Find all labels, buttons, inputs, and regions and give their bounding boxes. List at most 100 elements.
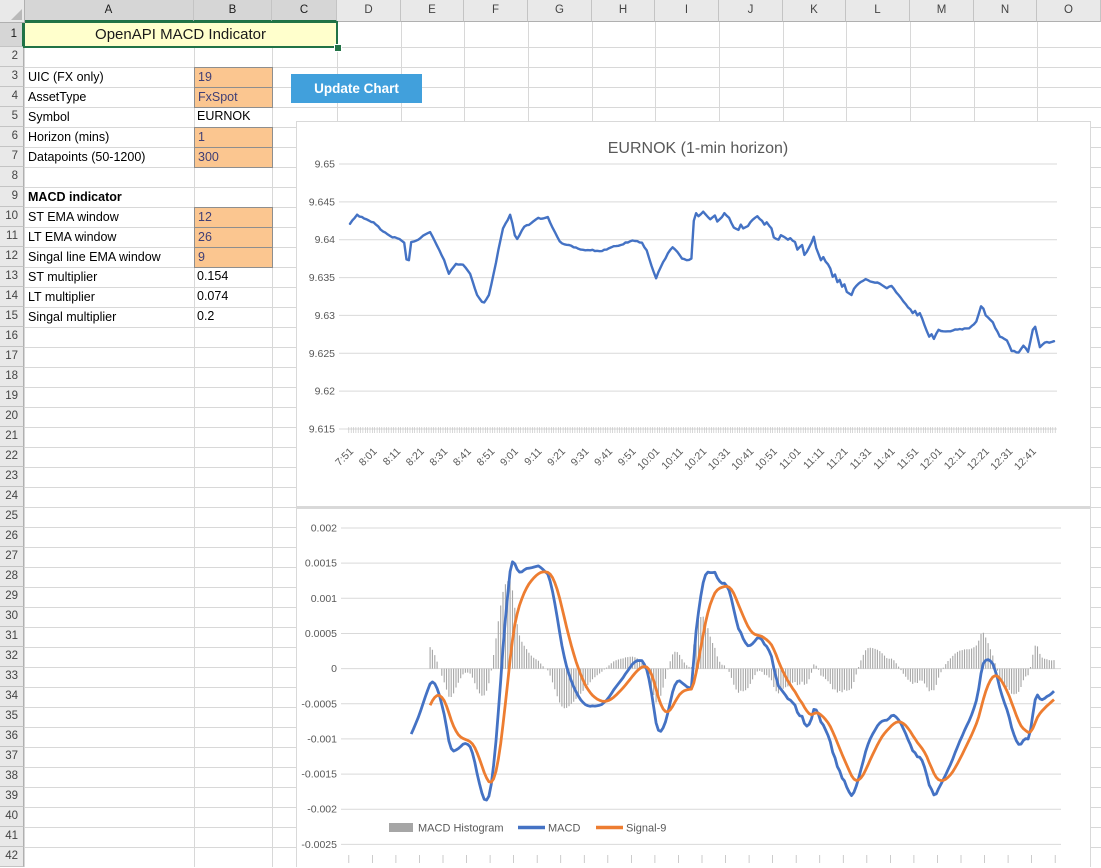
column-header-I[interactable]: I <box>655 0 719 22</box>
row-header-31[interactable]: 31 <box>0 627 24 647</box>
column-header-C[interactable]: C <box>272 0 337 22</box>
svg-text:0.001: 0.001 <box>311 593 337 605</box>
row-header-22[interactable]: 22 <box>0 447 24 467</box>
price-chart-canvas: 9.659.6459.649.6359.639.6259.629.6157:51… <box>297 122 1090 506</box>
price-chart-title: EURNOK (1-min horizon) <box>608 140 788 157</box>
svg-text:9.64: 9.64 <box>315 234 336 246</box>
row-header-41[interactable]: 41 <box>0 827 24 847</box>
svg-text:-0.0005: -0.0005 <box>301 698 337 710</box>
row-header-15[interactable]: 15 <box>0 307 24 327</box>
row-header-11[interactable]: 11 <box>0 227 24 247</box>
row-header-21[interactable]: 21 <box>0 427 24 447</box>
cell-A14-label[interactable]: LT multiplier <box>25 288 194 307</box>
column-header-K[interactable]: K <box>783 0 846 22</box>
cell-A3-label[interactable]: UIC (FX only) <box>25 68 194 87</box>
cell-A4-label[interactable]: AssetType <box>25 88 194 107</box>
cell-title-A1[interactable]: OpenAPI MACD Indicator <box>23 21 338 48</box>
cell-A6-label[interactable]: Horizon (mins) <box>25 128 194 147</box>
row-header-29[interactable]: 29 <box>0 587 24 607</box>
svg-text:11:51: 11:51 <box>895 446 922 473</box>
cell-B12-value[interactable]: 9 <box>194 247 273 268</box>
cell-A5-label[interactable]: Symbol <box>25 108 194 127</box>
row-header-10[interactable]: 10 <box>0 207 24 227</box>
cell-B3-value[interactable]: 19 <box>194 67 273 88</box>
svg-text:12:21: 12:21 <box>965 446 992 473</box>
row-header-42[interactable]: 42 <box>0 847 24 867</box>
cell-A9-label[interactable]: MACD indicator <box>25 188 194 207</box>
macd-chart[interactable]: 0.0020.00150.0010.00050-0.0005-0.001-0.0… <box>296 508 1091 867</box>
column-header-N[interactable]: N <box>974 0 1037 22</box>
column-header-H[interactable]: H <box>592 0 655 22</box>
row-header-13[interactable]: 13 <box>0 267 24 287</box>
row-header-4[interactable]: 4 <box>0 87 24 107</box>
legend-macd-label: MACD <box>548 823 580 835</box>
cell-A10-label[interactable]: ST EMA window <box>25 208 194 227</box>
cell-A13-label[interactable]: ST multiplier <box>25 268 194 287</box>
row-header-3[interactable]: 3 <box>0 67 24 87</box>
row-header-38[interactable]: 38 <box>0 767 24 787</box>
row-header-28[interactable]: 28 <box>0 567 24 587</box>
svg-text:-0.002: -0.002 <box>307 804 337 816</box>
row-header-25[interactable]: 25 <box>0 507 24 527</box>
row-header-23[interactable]: 23 <box>0 467 24 487</box>
cell-B14-value[interactable]: 0.074 <box>194 287 273 308</box>
svg-text:11:21: 11:21 <box>824 446 851 473</box>
column-header-A[interactable]: A <box>24 0 194 22</box>
row-header-37[interactable]: 37 <box>0 747 24 767</box>
price-chart[interactable]: 9.659.6459.649.6359.639.6259.629.6157:51… <box>296 121 1091 507</box>
row-header-6[interactable]: 6 <box>0 127 24 147</box>
row-header-16[interactable]: 16 <box>0 327 24 347</box>
column-header-G[interactable]: G <box>528 0 592 22</box>
row-header-8[interactable]: 8 <box>0 167 24 187</box>
row-header-27[interactable]: 27 <box>0 547 24 567</box>
cell-B10-value[interactable]: 12 <box>194 207 273 228</box>
cell-B11-value[interactable]: 26 <box>194 227 273 248</box>
row-header-35[interactable]: 35 <box>0 707 24 727</box>
row-header-24[interactable]: 24 <box>0 487 24 507</box>
cell-A7-label[interactable]: Datapoints (50-1200) <box>25 148 194 167</box>
row-header-12[interactable]: 12 <box>0 247 24 267</box>
svg-text:10:31: 10:31 <box>706 446 733 473</box>
row-header-32[interactable]: 32 <box>0 647 24 667</box>
update-chart-button[interactable]: Update Chart <box>291 74 422 103</box>
column-header-E[interactable]: E <box>401 0 464 22</box>
row-header-40[interactable]: 40 <box>0 807 24 827</box>
cell-B15-value[interactable]: 0.2 <box>194 307 273 328</box>
row-header-1[interactable]: 1 <box>0 22 24 47</box>
column-header-F[interactable]: F <box>464 0 528 22</box>
column-header-O[interactable]: O <box>1037 0 1101 22</box>
row-header-26[interactable]: 26 <box>0 527 24 547</box>
row-header-2[interactable]: 2 <box>0 47 24 67</box>
cell-B5-value[interactable]: EURNOK <box>194 107 273 128</box>
column-header-D[interactable]: D <box>337 0 401 22</box>
row-header-7[interactable]: 7 <box>0 147 24 167</box>
row-header-18[interactable]: 18 <box>0 367 24 387</box>
cell-B7-value[interactable]: 300 <box>194 147 273 168</box>
row-header-20[interactable]: 20 <box>0 407 24 427</box>
row-header-17[interactable]: 17 <box>0 347 24 367</box>
row-header-14[interactable]: 14 <box>0 287 24 307</box>
column-header-L[interactable]: L <box>846 0 910 22</box>
row-header-19[interactable]: 19 <box>0 387 24 407</box>
column-header-B[interactable]: B <box>194 0 272 22</box>
row-header-30[interactable]: 30 <box>0 607 24 627</box>
macd-legend[interactable]: MACD Histogram MACD Signal-9 <box>389 823 666 835</box>
cell-A15-label[interactable]: Singal multiplier <box>25 308 194 327</box>
column-header-J[interactable]: J <box>719 0 783 22</box>
svg-text:12:11: 12:11 <box>942 446 969 473</box>
row-header-9[interactable]: 9 <box>0 187 24 207</box>
row-header-34[interactable]: 34 <box>0 687 24 707</box>
cell-A11-label[interactable]: LT EMA window <box>25 228 194 247</box>
select-all-corner[interactable] <box>0 0 25 23</box>
selection-fill-handle[interactable] <box>334 44 342 52</box>
cell-B6-value[interactable]: 1 <box>194 127 273 148</box>
row-header-33[interactable]: 33 <box>0 667 24 687</box>
column-header-M[interactable]: M <box>910 0 974 22</box>
cell-A12-label[interactable]: Singal line EMA window <box>25 248 194 267</box>
row-header-36[interactable]: 36 <box>0 727 24 747</box>
row-header-5[interactable]: 5 <box>0 107 24 127</box>
cell-B4-value[interactable]: FxSpot <box>194 87 273 108</box>
svg-text:9:01: 9:01 <box>498 446 521 469</box>
row-header-39[interactable]: 39 <box>0 787 24 807</box>
cell-B13-value[interactable]: 0.154 <box>194 267 273 288</box>
